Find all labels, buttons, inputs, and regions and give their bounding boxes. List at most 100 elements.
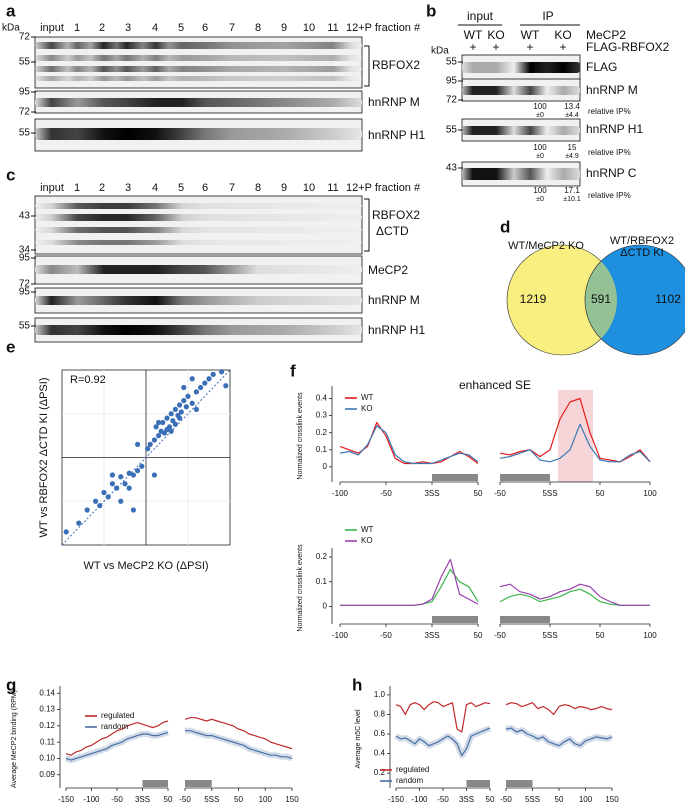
- y-tick-label: 0.3: [316, 411, 328, 420]
- point: [105, 494, 111, 500]
- x-tick-label: 50: [555, 795, 564, 804]
- legend-label: WT: [361, 393, 374, 402]
- lane-label: 3: [125, 182, 131, 194]
- point: [135, 468, 141, 474]
- size-marker: 72: [446, 95, 458, 106]
- point: [156, 419, 162, 426]
- lane-label: 8: [255, 182, 261, 194]
- x-tick-label: -150: [388, 795, 405, 804]
- lane-label: 9: [281, 182, 287, 194]
- y-tick-label: 1.0: [374, 690, 386, 699]
- point: [172, 406, 178, 412]
- point: [189, 400, 195, 406]
- x-tick-label: -100: [411, 795, 428, 804]
- x-tick-label: 5SS: [204, 795, 219, 804]
- point: [198, 384, 204, 391]
- y-tick-label: 0.09: [39, 770, 55, 779]
- blot-band: [35, 227, 362, 233]
- lane-label: 10: [303, 22, 315, 34]
- size-marker: 43: [446, 163, 458, 174]
- flag-label: +: [559, 40, 566, 54]
- panel-label: d: [500, 217, 510, 236]
- blot-band: [462, 168, 580, 180]
- lane-label: 3: [125, 22, 131, 34]
- legend-label: WT: [361, 525, 374, 534]
- quant-value: 100: [533, 102, 547, 111]
- panel-label: e: [6, 337, 15, 356]
- blot-band: [35, 325, 362, 335]
- point: [118, 498, 124, 504]
- point: [109, 481, 115, 487]
- point: [151, 472, 157, 478]
- y-tick-label: 0.8: [374, 710, 386, 719]
- exon: [500, 616, 550, 623]
- y-tick-label: 0.12: [39, 721, 55, 730]
- legend-label: random: [101, 722, 128, 731]
- lane-label: input: [40, 22, 64, 34]
- point: [97, 503, 103, 509]
- blot-band: [35, 128, 362, 140]
- point: [153, 424, 159, 430]
- x-tick-label: -50: [437, 795, 449, 804]
- ribbon: [394, 725, 492, 759]
- point: [206, 376, 212, 382]
- x-tick-label: -150: [58, 795, 75, 804]
- x-tick-label: 100: [579, 795, 593, 804]
- legend-label: regulated: [396, 765, 429, 774]
- y-tick-label: 0.1: [316, 445, 328, 454]
- panel-label: c: [6, 165, 15, 184]
- size-marker: 34: [19, 245, 31, 256]
- protein-label: hnRNP C: [586, 166, 637, 180]
- group-label: input: [467, 9, 494, 23]
- size-marker: 72: [19, 32, 31, 43]
- venn-set-label: WT/MeCP2 KO: [508, 240, 584, 252]
- x-tick-label: 100: [643, 631, 657, 640]
- quant-value: 100: [533, 143, 547, 152]
- y-axis-label: Average MeCP2 binding (RPM): [11, 690, 18, 788]
- lane-label: 5: [178, 182, 184, 194]
- y-tick-label: 0.13: [39, 705, 55, 714]
- lane-label: 8: [255, 22, 261, 34]
- x-tick-label: 50: [234, 795, 243, 804]
- series-line: [340, 558, 479, 606]
- x-tick-label: 3SS: [135, 795, 150, 804]
- genotype-title: MeCP2: [586, 28, 626, 42]
- y-axis-label: Average m5C level: [355, 709, 362, 768]
- point: [223, 383, 229, 389]
- x-tick-label: -50: [380, 631, 392, 640]
- venn-count: 1102: [655, 292, 681, 306]
- point: [181, 384, 187, 391]
- quant-error: ±0: [536, 196, 544, 203]
- panel-label: h: [352, 675, 362, 694]
- x-tick-label: 3SS: [459, 795, 474, 804]
- blot-band: [35, 265, 362, 274]
- protein-label: hnRNP M: [368, 293, 420, 307]
- blot-band: [462, 62, 580, 73]
- x-tick-label: 5SS: [525, 795, 540, 804]
- x-tick-label: 5SS: [542, 489, 557, 498]
- x-tick-label: 50: [474, 489, 483, 498]
- point: [202, 380, 208, 386]
- series-line: [499, 583, 650, 606]
- point: [93, 498, 99, 504]
- ribbon: [65, 729, 169, 764]
- point: [193, 389, 199, 395]
- panel-label: a: [6, 1, 16, 20]
- size-marker: 55: [19, 57, 31, 68]
- exon: [500, 474, 550, 481]
- y-tick-label: 0.4: [316, 394, 328, 403]
- lane-label: 1: [74, 182, 80, 194]
- y-tick-label: 0.14: [39, 688, 55, 697]
- size-marker: 55: [446, 57, 458, 68]
- point: [189, 376, 195, 382]
- point: [172, 421, 178, 427]
- quant-label: relative IP%: [588, 107, 631, 116]
- quant-label: relative IP%: [588, 148, 631, 157]
- size-marker: 95: [19, 253, 31, 264]
- venn-set-label: WT/RBFOX2: [610, 235, 674, 247]
- lane-label: 12+P fraction #: [346, 182, 421, 194]
- blot-a: [34, 36, 370, 152]
- series-line: [339, 421, 479, 465]
- blot-band: [35, 240, 362, 245]
- bracket: [364, 198, 370, 252]
